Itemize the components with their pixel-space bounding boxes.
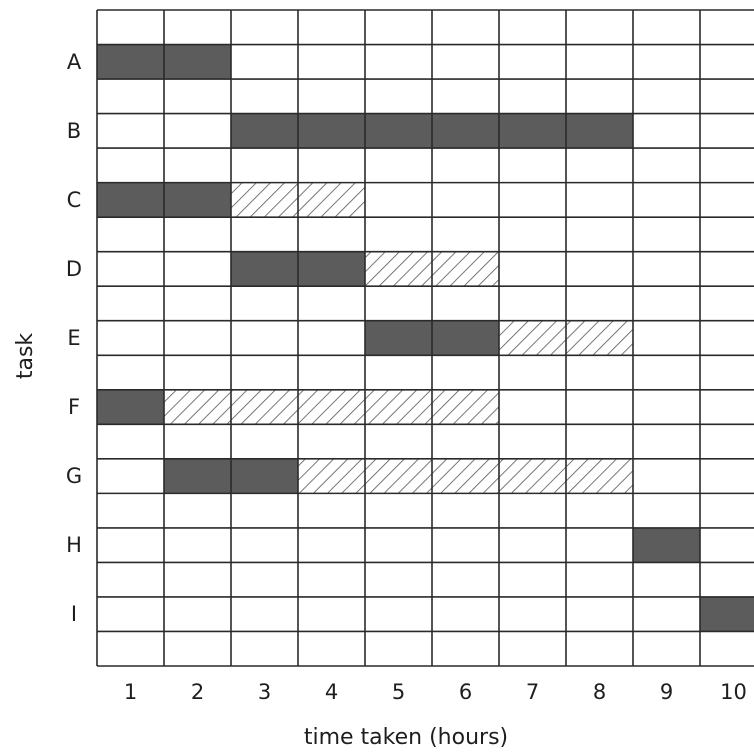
x-axis-title: time taken (hours) xyxy=(304,725,508,750)
x-tick-label: 10 xyxy=(720,680,747,704)
task-label-a: A xyxy=(67,50,82,74)
task-label-i: I xyxy=(71,602,77,626)
task-label-g: G xyxy=(66,464,82,488)
task-label-h: H xyxy=(66,533,82,557)
x-tick-label: 7 xyxy=(526,680,539,704)
float-bar-f xyxy=(164,389,499,425)
x-tick-label: 3 xyxy=(258,680,271,704)
x-tick-label: 6 xyxy=(459,680,472,704)
x-tick-labels: 1 2 3 4 5 6 7 8 9 10 xyxy=(124,680,747,704)
x-tick-label: 4 xyxy=(325,680,338,704)
x-tick-label: 8 xyxy=(593,680,606,704)
activity-bar-i xyxy=(700,596,754,632)
bars-layer xyxy=(97,44,754,632)
task-label-b: B xyxy=(67,119,81,143)
y-axis-title: task xyxy=(13,333,38,380)
activity-bar-f xyxy=(97,389,164,425)
task-label-e: E xyxy=(67,326,80,350)
x-tick-label: 1 xyxy=(124,680,137,704)
task-label-d: D xyxy=(66,257,82,281)
task-labels: A B C D E F G H I xyxy=(66,50,82,626)
grid xyxy=(96,9,754,667)
task-label-f: F xyxy=(68,395,80,419)
x-tick-label: 2 xyxy=(191,680,204,704)
activity-bar-h xyxy=(633,527,700,563)
float-bar-g xyxy=(298,458,633,494)
x-tick-label: 9 xyxy=(660,680,673,704)
x-tick-label: 5 xyxy=(392,680,405,704)
task-label-c: C xyxy=(67,188,82,212)
